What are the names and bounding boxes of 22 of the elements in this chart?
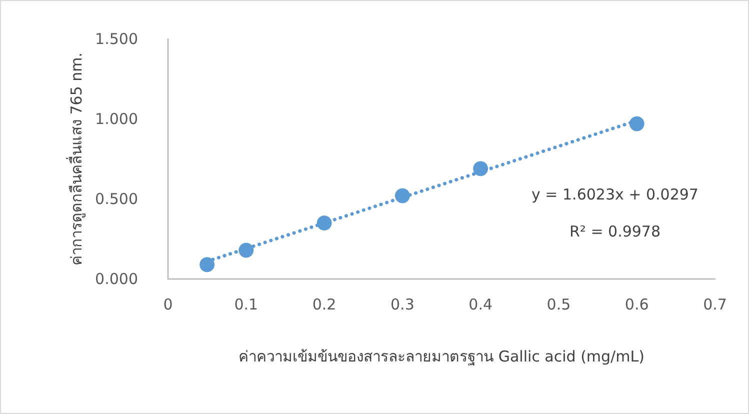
- point: [238, 242, 254, 258]
- y-tick-label: 1.500: [95, 30, 138, 48]
- y-axis-title: ค่าการดูดกลืนคลื่นแสง 765 nm.: [66, 52, 86, 266]
- x-tick-label: 0.5: [546, 296, 571, 314]
- x-axis-title: ค่าความเข้มข้นของสารละลายมาตรฐาน Gallic acid (mg/mL): [238, 348, 644, 366]
- point: [394, 188, 410, 204]
- y-tick-label: 1.000: [95, 110, 138, 128]
- x-tick-label: 0.1: [234, 296, 258, 314]
- point: [629, 116, 644, 132]
- x-tick-label: 0.2: [312, 296, 336, 314]
- point: [200, 257, 215, 272]
- annotation: y = 1.6023x + 0.0297: [532, 186, 698, 204]
- x-tick-label: 0.6: [624, 296, 649, 314]
- point: [473, 161, 488, 176]
- x-tick-label: 0.4: [468, 296, 492, 314]
- y-tick-label: 0.000: [95, 270, 138, 288]
- point: [316, 216, 332, 230]
- x-tick-label: 0.3: [390, 296, 414, 314]
- annotation: R² = 0.9978: [569, 222, 661, 240]
- x-tick-label: 0: [163, 296, 173, 314]
- x-tick-label: 0.7: [703, 296, 727, 314]
- y-tick-label: 0.500: [95, 190, 138, 208]
